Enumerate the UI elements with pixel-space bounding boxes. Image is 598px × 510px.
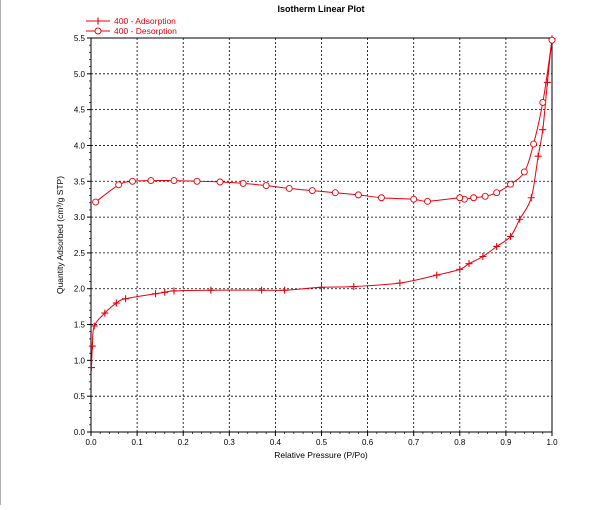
desorption-point bbox=[424, 197, 431, 205]
desorption-point bbox=[170, 177, 178, 185]
y-tick-label: 1.5 bbox=[74, 321, 86, 330]
x-tick-label: 0.4 bbox=[270, 438, 282, 447]
y-axis-label: Quantity Adsorbed (cm³/g STP) bbox=[55, 176, 65, 294]
adsorption-point bbox=[318, 283, 325, 291]
x-tick-label: 0.7 bbox=[408, 438, 420, 447]
y-tick-label: 2.5 bbox=[74, 249, 86, 258]
x-tick-label: 0.2 bbox=[178, 438, 190, 447]
x-tick-label: 0.5 bbox=[316, 438, 328, 447]
adsorption-point bbox=[161, 288, 169, 296]
y-tick-label: 1.0 bbox=[74, 356, 86, 365]
desorption-point bbox=[548, 36, 556, 44]
adsorption-point bbox=[90, 322, 98, 330]
desorption-point bbox=[470, 194, 478, 202]
desorption-point bbox=[147, 177, 155, 185]
adsorption-point bbox=[543, 78, 551, 86]
window-left-border bbox=[0, 0, 1, 505]
legend-label: 400 - Adsorption bbox=[114, 16, 176, 26]
grid-lines bbox=[91, 38, 552, 432]
y-tick-label: 4.5 bbox=[74, 106, 86, 115]
y-tick-label: 0.0 bbox=[74, 428, 86, 437]
x-tick-label: 0.8 bbox=[454, 438, 466, 447]
desorption-point bbox=[285, 184, 293, 192]
adsorption-point bbox=[152, 290, 160, 298]
legend-label: 400 - Desorption bbox=[114, 26, 177, 36]
x-tick-label: 0.0 bbox=[85, 438, 97, 447]
adsorption-point bbox=[281, 286, 289, 294]
y-tick-label: 5.5 bbox=[74, 34, 86, 43]
x-tick-label: 0.9 bbox=[500, 438, 512, 447]
desorption-point bbox=[193, 177, 201, 185]
legend-marker bbox=[94, 27, 102, 35]
adsorption-point bbox=[112, 299, 120, 307]
x-axis-label: Relative Pressure (P/Po) bbox=[274, 450, 368, 460]
desorption-point bbox=[354, 191, 362, 199]
adsorption-point bbox=[396, 279, 404, 287]
adsorption-point bbox=[479, 252, 487, 260]
y-tick-label: 3.0 bbox=[74, 213, 86, 222]
y-tick-label: 3.5 bbox=[74, 177, 86, 186]
adsorption-point bbox=[122, 295, 130, 303]
adsorption-point bbox=[539, 126, 547, 134]
desorption-point bbox=[539, 99, 547, 106]
adsorption-point bbox=[258, 286, 266, 294]
adsorption-point bbox=[534, 152, 542, 160]
legend-marker bbox=[94, 17, 102, 25]
adsorption-point bbox=[207, 286, 215, 294]
desorption-point bbox=[262, 182, 270, 190]
desorption-series bbox=[92, 36, 556, 206]
desorption-point bbox=[216, 178, 224, 186]
desorption-point bbox=[456, 194, 464, 202]
x-tick-label: 0.3 bbox=[224, 438, 236, 447]
adsorption-point bbox=[493, 242, 501, 250]
y-tick-label: 4.0 bbox=[74, 141, 86, 150]
adsorption-point bbox=[88, 342, 96, 350]
adsorption-point bbox=[170, 287, 178, 295]
adsorption-point bbox=[507, 232, 515, 240]
chart-title: Isotherm Linear Plot bbox=[277, 4, 364, 14]
desorption-point bbox=[410, 195, 418, 203]
adsorption-point bbox=[87, 364, 95, 372]
y-tick-label: 5.0 bbox=[74, 70, 86, 79]
desorption-point bbox=[308, 187, 316, 195]
desorption-point bbox=[115, 181, 123, 189]
desorption-point bbox=[239, 179, 247, 187]
y-tick-label: 2.0 bbox=[74, 285, 86, 294]
adsorption-point bbox=[101, 309, 109, 317]
desorption-point bbox=[377, 194, 385, 202]
adsorption-point bbox=[516, 215, 524, 223]
desorption-point bbox=[481, 192, 489, 200]
desorption-point bbox=[92, 198, 100, 206]
desorption-point bbox=[530, 140, 538, 148]
desorption-point bbox=[331, 189, 339, 197]
series-layer bbox=[87, 35, 556, 372]
x-tick-label: 1.0 bbox=[546, 438, 558, 447]
desorption-point bbox=[520, 168, 528, 176]
adsorption-point bbox=[456, 265, 464, 273]
adsorption-point bbox=[350, 283, 358, 291]
desorption-point bbox=[493, 189, 501, 197]
x-tick-label: 0.1 bbox=[132, 438, 144, 447]
desorption-point bbox=[507, 180, 514, 188]
axis-ticks: 0.0 0.1 0.2 0.3 0.4 0.5 0.6 0.7 0.8 0.9 1.0 0.0 0.5 1… bbox=[74, 34, 558, 447]
x-tick-label: 0.6 bbox=[362, 438, 374, 447]
adsorption-point bbox=[433, 271, 441, 279]
adsorption-point bbox=[527, 194, 535, 202]
adsorption-point bbox=[465, 260, 473, 268]
y-tick-label: 0.5 bbox=[74, 392, 86, 401]
desorption-line bbox=[95, 40, 553, 203]
desorption-point bbox=[129, 177, 136, 185]
